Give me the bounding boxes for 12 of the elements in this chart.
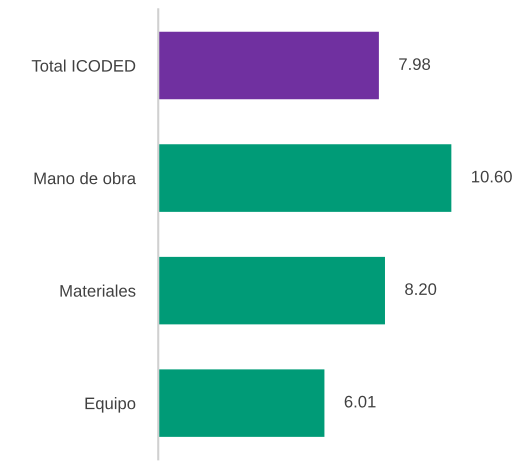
data-label: 6.01: [344, 396, 376, 408]
y-tick-label: Equipo: [85, 397, 136, 413]
data-label: 8.20: [405, 283, 436, 296]
data-label: 7.98: [399, 58, 430, 70]
bar: [158, 256, 385, 324]
y-tick-label: Materiales: [60, 284, 136, 297]
bar: [158, 32, 379, 100]
bar: [158, 144, 452, 212]
y-tick-label: Total ICODED: [32, 60, 136, 72]
data-label: 10.60: [472, 170, 512, 183]
bar: [158, 369, 324, 437]
y-tick-label: Mano de obra: [34, 172, 136, 184]
